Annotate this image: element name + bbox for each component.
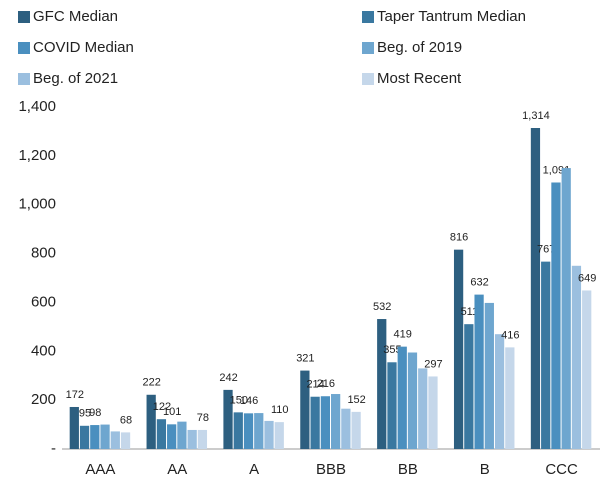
bar <box>300 370 310 449</box>
bar <box>453 249 464 449</box>
bar <box>541 261 551 449</box>
bar <box>79 425 90 449</box>
data-label: 816 <box>450 232 468 244</box>
bar <box>69 406 79 449</box>
y-tick-label: - <box>51 440 56 457</box>
legend-swatch <box>362 73 374 85</box>
x-tick-label: A <box>249 461 259 478</box>
bar <box>90 425 100 449</box>
data-label: 110 <box>271 404 289 416</box>
bar <box>428 376 438 449</box>
data-label: 511 <box>461 306 479 318</box>
data-label: 649 <box>578 272 596 284</box>
legend-label: COVID Median <box>33 39 134 56</box>
bar <box>387 362 397 449</box>
bar <box>484 302 494 449</box>
legend-swatch <box>18 73 30 85</box>
bar <box>187 429 197 449</box>
y-tick-label: 1,400 <box>18 98 56 115</box>
bar <box>233 412 243 449</box>
x-tick-label: AAA <box>85 461 115 478</box>
data-label: 297 <box>424 358 442 370</box>
bar <box>505 347 515 449</box>
data-label: 419 <box>394 329 412 341</box>
bar <box>474 294 484 449</box>
bar <box>582 290 592 449</box>
data-label: 532 <box>373 301 391 313</box>
data-label: 172 <box>66 389 84 401</box>
y-tick-label: 400 <box>31 342 56 359</box>
bar <box>561 168 571 450</box>
y-tick-label: 1,000 <box>18 196 56 213</box>
bar <box>351 411 361 449</box>
legend-label: Beg. of 2019 <box>377 39 462 56</box>
bar <box>494 334 505 449</box>
data-label: 68 <box>120 414 132 426</box>
data-label: 1,314 <box>522 110 550 122</box>
bar <box>418 368 428 449</box>
bar <box>110 431 120 449</box>
x-tick-label: BB <box>398 461 418 478</box>
bar <box>223 389 233 449</box>
legend-label: Most Recent <box>377 70 462 87</box>
data-label: 150 <box>230 394 248 406</box>
bar <box>167 424 177 449</box>
bar <box>146 394 156 449</box>
data-label: 98 <box>89 407 101 419</box>
data-label: 632 <box>470 277 488 289</box>
bar <box>243 413 254 449</box>
data-label: 355 <box>383 344 401 356</box>
legend-swatch <box>362 11 374 23</box>
data-label: 78 <box>197 412 209 424</box>
y-tick-label: 1,200 <box>18 147 56 164</box>
legend-label: Taper Tantrum Median <box>377 8 526 25</box>
bar <box>254 413 264 449</box>
bar <box>377 319 387 449</box>
bar <box>274 422 284 449</box>
y-tick-label: 200 <box>31 391 56 408</box>
y-tick-label: 800 <box>31 245 56 262</box>
data-label: 242 <box>219 372 237 384</box>
data-label: 216 <box>317 378 335 390</box>
legend-label: GFC Median <box>33 8 118 25</box>
data-label: 767 <box>537 244 555 256</box>
bar <box>464 324 474 449</box>
legend-swatch <box>362 42 374 54</box>
bar <box>120 432 131 449</box>
bar <box>100 424 110 449</box>
bar <box>177 421 187 449</box>
x-tick-label: BBB <box>316 461 346 478</box>
bar <box>310 396 320 449</box>
data-label: 95 <box>79 408 91 420</box>
legend-label: Beg. of 2021 <box>33 70 118 87</box>
data-label: 146 <box>240 395 258 407</box>
bar <box>551 182 561 449</box>
bar <box>341 408 351 449</box>
legend-swatch <box>18 11 30 23</box>
data-label: 122 <box>153 401 171 413</box>
bar <box>530 128 541 449</box>
data-label: 152 <box>347 394 365 406</box>
bar <box>197 429 208 449</box>
x-tick-label: AA <box>167 461 187 478</box>
data-label: 321 <box>296 352 314 364</box>
bar <box>320 396 330 449</box>
x-tick-label: B <box>480 461 490 478</box>
y-tick-label: 600 <box>31 293 56 310</box>
data-label: 214 <box>306 379 324 391</box>
x-tick-label: CCC <box>545 461 578 478</box>
bar <box>407 352 418 449</box>
bar <box>571 265 582 449</box>
bar <box>397 346 407 449</box>
bar <box>264 420 274 449</box>
bar <box>331 394 341 449</box>
data-label: 222 <box>142 377 160 389</box>
legend-swatch <box>18 42 30 54</box>
data-label: 416 <box>501 329 519 341</box>
bar <box>156 419 167 449</box>
data-label: 101 <box>163 406 181 418</box>
